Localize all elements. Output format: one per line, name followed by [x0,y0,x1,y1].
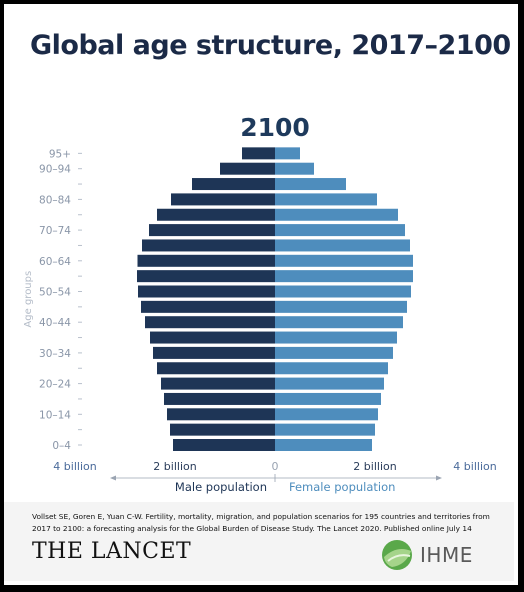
ihme-globe-icon [382,540,412,570]
x-tick-label: 4 billion [453,460,496,473]
bar-male-18 [220,162,275,175]
population-pyramid-chart: 2100 Age groups 0–4 10–14 20–24 30–34 40–44 50–… [23,113,497,494]
bar-male-15 [157,208,275,221]
x-tick-label: 2 billion [353,460,396,473]
x-tick-label: 4 billion [53,460,96,473]
bar-female-15 [275,208,398,221]
bar-female-11 [275,270,413,283]
bar-male-9 [141,300,275,313]
bar-male-2 [167,408,275,421]
bar-male-5 [157,362,275,375]
bar-female-12 [275,254,413,267]
bar-female-18 [275,162,314,175]
bar-male-10 [138,285,275,298]
bar-female-17 [275,178,346,191]
bar-female-2 [275,408,378,421]
y-tick-label: 70–74 [39,225,71,237]
bar-female-13 [275,239,410,252]
bar-male-12 [137,254,275,267]
y-tick-label: 0–4 [52,440,71,452]
bar-female-5 [275,362,388,375]
y-tick-label: 30–34 [39,348,71,360]
bar-female-10 [275,285,411,298]
bar-female-16 [275,193,377,206]
right-arrow-icon [436,475,442,481]
bar-male-7 [150,331,275,344]
year-label: 2100 [240,113,310,142]
bar-male-11 [137,270,275,283]
bar-female-3 [275,392,381,405]
y-tick-label: 50–54 [39,287,71,299]
y-tick-label: 60–64 [39,256,71,268]
bar-female-14 [275,224,405,237]
bar-female-7 [275,331,397,344]
y-tick-label: 20–24 [39,379,71,391]
lancet-logo: THE LANCET [32,539,192,564]
citation-text: Vollset SE, Goren E, Yuan C-W. Fertility… [32,512,490,533]
bar-male-16 [171,193,275,206]
bar-male-17 [192,178,275,191]
y-tick-label: 90–94 [39,164,71,176]
y-axis-label: Age groups [23,271,34,328]
bar-male-19 [242,147,275,160]
bar-male-3 [164,392,275,405]
y-tick-label: 95+ [49,148,71,160]
bar-male-14 [149,224,275,237]
bar-male-13 [142,239,275,252]
bar-female-4 [275,377,384,390]
bar-male-1 [170,423,275,436]
legend-female: Female population [289,480,395,494]
left-arrow-icon [110,475,116,481]
bar-female-9 [275,300,407,313]
bar-female-1 [275,423,375,436]
ihme-logo-text: IHME [420,543,473,567]
legend-male: Male population [175,480,267,494]
ihme-logo: IHME [380,537,490,573]
x-tick-label: 0 [272,460,279,473]
y-tick-label: 80–84 [39,194,71,206]
footer: Vollset SE, Goren E, Yuan C-W. Fertility… [4,502,514,581]
y-tick-label: 40–44 [39,317,71,329]
x-tick-label: 2 billion [153,460,196,473]
y-tick-label: 10–14 [39,409,71,421]
page-title: Global age structure, 2017–2100 [30,30,511,61]
bar-female-19 [275,147,300,160]
bar-female-0 [275,439,372,451]
bar-male-0 [173,439,275,451]
bar-female-6 [275,346,393,359]
bar-male-8 [145,316,275,329]
bar-male-6 [153,346,275,359]
bar-female-8 [275,316,403,329]
bar-male-4 [161,377,275,390]
